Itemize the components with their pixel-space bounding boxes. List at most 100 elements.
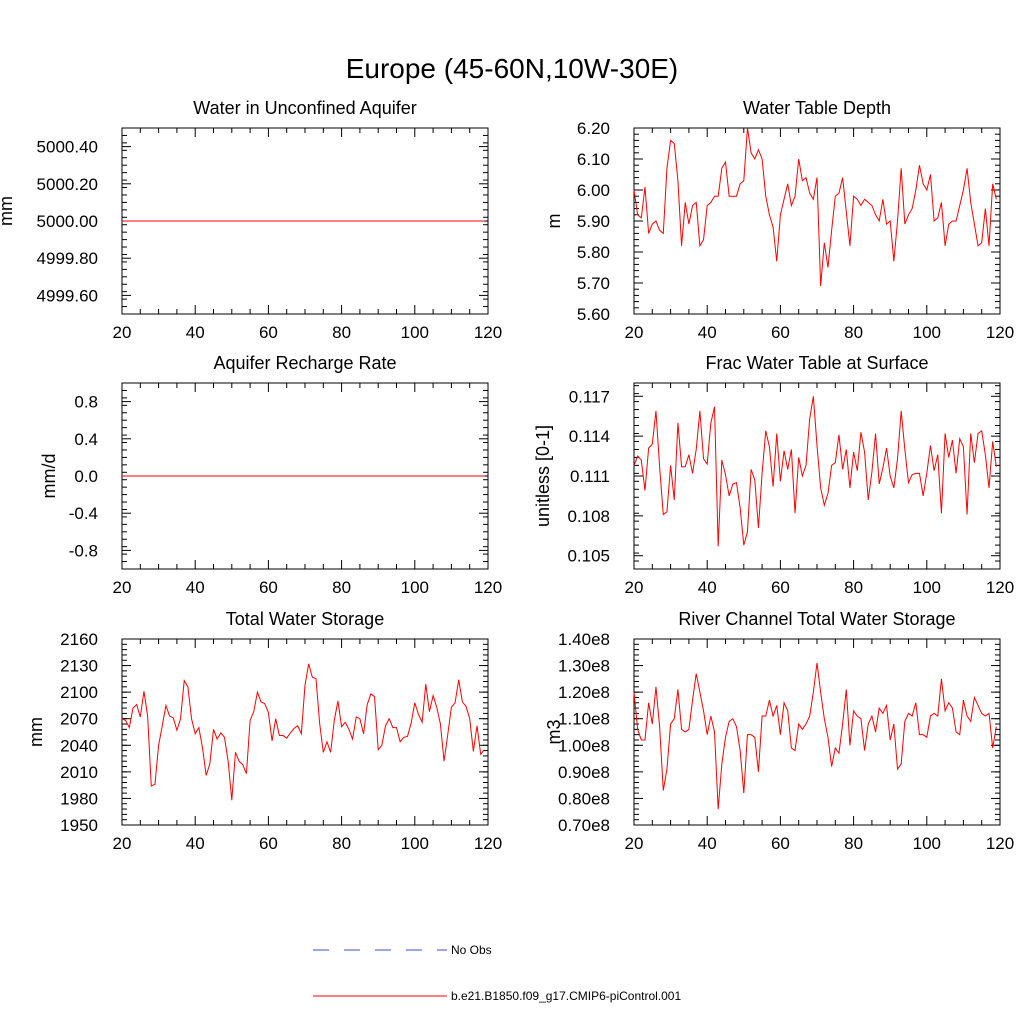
x-tick-label: 80 bbox=[332, 578, 351, 597]
y-tick-label: 1980 bbox=[60, 789, 98, 808]
y-tick-label: 2100 bbox=[60, 683, 98, 702]
chart-panel-6: River Channel Total Water Storage 20 40 60 8… bbox=[544, 609, 1014, 853]
y-tick-label: 2070 bbox=[60, 710, 98, 729]
x-tick-label: 100 bbox=[913, 578, 941, 597]
y-tick-label: 0.80e8 bbox=[558, 789, 610, 808]
series-line bbox=[633, 396, 997, 547]
x-tick-label: 80 bbox=[844, 578, 863, 597]
chart-title: Aquifer Recharge Rate bbox=[213, 353, 396, 373]
y-tick-label: 4999.60 bbox=[37, 286, 98, 305]
chart-title: Frac Water Table at Surface bbox=[705, 353, 928, 373]
x-tick-label: 100 bbox=[401, 578, 429, 597]
chart-title: Water Table Depth bbox=[743, 98, 891, 118]
x-tick-label: 80 bbox=[332, 323, 351, 342]
legend-label-model: b.e21.B1850.f09_g17.CMIP6-piControl.001 bbox=[451, 989, 681, 1003]
x-tick-label: 40 bbox=[698, 578, 717, 597]
y-tick-label: 2010 bbox=[60, 763, 98, 782]
y-tick-label: 0.70e8 bbox=[558, 816, 610, 835]
plot-frame bbox=[121, 638, 489, 826]
x-tick-label: 40 bbox=[186, 323, 205, 342]
y-tick-label: 1950 bbox=[60, 816, 98, 835]
x-tick-label: 120 bbox=[474, 578, 502, 597]
y-tick-label: 5.60 bbox=[577, 305, 610, 324]
y-tick-label: 0.0 bbox=[74, 467, 98, 486]
x-tick-label: 60 bbox=[259, 578, 278, 597]
series-line bbox=[633, 127, 997, 287]
x-tick-label: 60 bbox=[259, 834, 278, 853]
y-axis-label: mm bbox=[26, 717, 46, 747]
x-tick-label: 40 bbox=[186, 578, 205, 597]
y-axis-label: unitless [0-1] bbox=[533, 425, 553, 527]
x-tick-label: 100 bbox=[401, 323, 429, 342]
x-tick-label: 60 bbox=[771, 323, 790, 342]
x-tick-label: 120 bbox=[986, 834, 1014, 853]
legend-label-no-obs: No Obs bbox=[451, 943, 492, 957]
chart-panel-1: Water in Unconfined Aquifer 20 40 60 80 100 12… bbox=[0, 98, 502, 342]
y-tick-label: 0.111 bbox=[570, 467, 610, 486]
y-tick-label: 2040 bbox=[60, 736, 98, 755]
y-axis-label: m bbox=[544, 214, 564, 229]
x-tick-label: 20 bbox=[113, 578, 132, 597]
y-tick-label: 5000.40 bbox=[37, 138, 98, 157]
y-tick-label: 2130 bbox=[60, 657, 98, 676]
y-axis-label: mm/d bbox=[39, 454, 59, 499]
y-tick-label: 2160 bbox=[60, 630, 98, 649]
chart-panel-3: Aquifer Recharge Rate 20 40 60 80 100 120 -0.8 -… bbox=[39, 353, 502, 597]
chart-panel-2: Water Table Depth 20 40 60 80 100 120 5.60 5.70 5… bbox=[544, 98, 1014, 342]
series-line bbox=[121, 663, 485, 801]
y-tick-label: 5.70 bbox=[577, 274, 610, 293]
plot-frame bbox=[633, 382, 1001, 570]
y-tick-label: 5000.20 bbox=[37, 175, 98, 194]
x-tick-label: 120 bbox=[986, 578, 1014, 597]
chart-panel-4: Frac Water Table at Surface 20 40 60 80 100 12… bbox=[533, 353, 1014, 597]
y-tick-label: 1.40e8 bbox=[558, 630, 610, 649]
y-tick-label: 0.114 bbox=[569, 427, 610, 446]
y-tick-label: 4999.80 bbox=[37, 249, 98, 268]
x-tick-label: 80 bbox=[844, 834, 863, 853]
y-tick-label: 0.105 bbox=[567, 547, 610, 566]
plot-frame bbox=[633, 127, 1001, 315]
y-tick-label: 0.90e8 bbox=[558, 763, 610, 782]
x-tick-label: 100 bbox=[401, 834, 429, 853]
chart-title: Total Water Storage bbox=[226, 609, 384, 629]
y-axis-label: mm bbox=[0, 196, 16, 226]
x-tick-label: 80 bbox=[332, 834, 351, 853]
x-tick-label: 40 bbox=[698, 834, 717, 853]
y-tick-label: 5000.00 bbox=[37, 212, 98, 231]
y-tick-label: 0.4 bbox=[74, 430, 98, 449]
y-tick-label: 1.10e8 bbox=[558, 710, 610, 729]
x-tick-label: 20 bbox=[625, 834, 644, 853]
y-tick-label: 0.8 bbox=[74, 393, 98, 412]
x-tick-label: 120 bbox=[474, 323, 502, 342]
x-tick-label: 60 bbox=[771, 578, 790, 597]
x-tick-label: 40 bbox=[186, 834, 205, 853]
x-tick-label: 120 bbox=[986, 323, 1014, 342]
x-tick-label: 20 bbox=[625, 578, 644, 597]
x-tick-label: 60 bbox=[771, 834, 790, 853]
legend: No Obs b.e21.B1850.f09_g17.CMIP6-piContr… bbox=[313, 943, 681, 1003]
x-tick-label: 20 bbox=[625, 323, 644, 342]
x-tick-label: 80 bbox=[844, 323, 863, 342]
y-tick-label: 6.20 bbox=[577, 119, 610, 138]
y-tick-label: 1.00e8 bbox=[558, 736, 610, 755]
x-tick-label: 100 bbox=[913, 834, 941, 853]
chart-title: River Channel Total Water Storage bbox=[678, 609, 955, 629]
y-axis-label: m3 bbox=[544, 719, 564, 744]
x-tick-label: 120 bbox=[474, 834, 502, 853]
x-tick-label: 20 bbox=[113, 323, 132, 342]
x-tick-label: 60 bbox=[259, 323, 278, 342]
x-tick-label: 20 bbox=[113, 834, 132, 853]
x-tick-label: 100 bbox=[913, 323, 941, 342]
y-tick-label: 5.90 bbox=[577, 212, 610, 231]
y-tick-label: 6.10 bbox=[577, 150, 610, 169]
y-tick-label: 6.00 bbox=[577, 181, 610, 200]
chart-title: Water in Unconfined Aquifer bbox=[193, 98, 416, 118]
y-tick-label: 1.20e8 bbox=[558, 683, 610, 702]
series-line bbox=[633, 662, 997, 810]
y-tick-label: 5.80 bbox=[577, 243, 610, 262]
page-title: Europe (45-60N,10W-30E) bbox=[346, 53, 679, 84]
y-tick-label: -0.4 bbox=[69, 504, 98, 523]
